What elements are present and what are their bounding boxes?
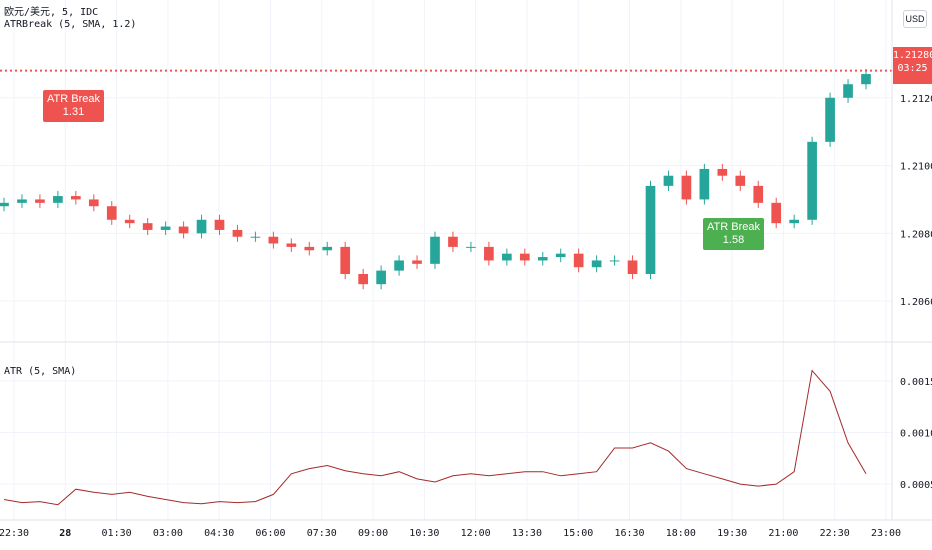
- atr-price-axis: 0.00150 0.00100 0.00050: [900, 377, 932, 491]
- candle-body: [735, 175, 746, 186]
- candle-body: [322, 246, 333, 251]
- candle-body: [358, 274, 369, 285]
- candle-body: [196, 219, 207, 234]
- candle-body: [232, 229, 243, 237]
- candle-body: [412, 260, 422, 264]
- candle-body: [789, 219, 800, 224]
- candle-body: [753, 185, 764, 203]
- candle-body: [160, 226, 171, 230]
- symbol-legend[interactable]: 欧元/美元, 5, IDC: [4, 7, 99, 18]
- candle-body: [645, 185, 656, 274]
- time-tick-label: 13:30: [512, 528, 542, 539]
- candle-body: [663, 175, 674, 186]
- candle-body: [519, 253, 530, 261]
- candle-body: [573, 253, 584, 268]
- candle-body: [17, 199, 27, 203]
- candles: [0, 68, 871, 290]
- candle-body: [35, 199, 45, 203]
- currency-button[interactable]: USD: [903, 10, 927, 28]
- time-tick-label: 03:00: [153, 528, 183, 539]
- price-tick-label: 1.20800: [900, 229, 932, 240]
- candle-body: [807, 141, 817, 220]
- price-tick-label: 1.21000: [900, 162, 932, 173]
- candle-body: [0, 202, 9, 207]
- time-tick-label: 06:00: [255, 528, 285, 539]
- price-tick-label: 1.21200: [900, 94, 932, 105]
- price-tick-label: 1.20600: [900, 297, 932, 308]
- atr-legend[interactable]: ATR (5, SMA): [4, 366, 77, 377]
- candle-body: [537, 257, 548, 261]
- time-tick-label: 19:30: [717, 528, 747, 539]
- time-tick-label: 18:00: [666, 528, 696, 539]
- time-tick-label: 23:00: [871, 528, 901, 539]
- candle-body: [843, 84, 853, 98]
- candle-body: [771, 202, 782, 224]
- time-tick-label: 15:00: [563, 528, 593, 539]
- candle-body: [88, 199, 99, 207]
- sell-signal-value: 1.31: [62, 106, 85, 118]
- candle-body: [304, 246, 315, 251]
- candle-body: [825, 97, 835, 142]
- candle-body: [555, 253, 566, 258]
- candle-body: [681, 175, 692, 200]
- time-tick-label: 16:30: [614, 528, 644, 539]
- candle-body: [501, 253, 512, 261]
- buy-signal-badge: ATR Break 1.58: [703, 218, 764, 250]
- time-tick-label: 10:30: [409, 528, 439, 539]
- time-tick-label: 09:00: [358, 528, 388, 539]
- candle-body: [627, 260, 638, 274]
- atr-line: [3, 369, 867, 506]
- candle-body: [466, 246, 476, 248]
- time-tick-label: 04:30: [204, 528, 234, 539]
- candle-body: [106, 206, 117, 220]
- countdown: 03:25: [897, 63, 928, 74]
- time-tick-label: 07:30: [307, 528, 337, 539]
- time-tick-label: 01:30: [102, 528, 132, 539]
- time-tick-label: 12:00: [461, 528, 491, 539]
- time-tick-label: 22:30: [0, 528, 29, 539]
- candle-body: [250, 236, 261, 238]
- last-price-value: 1.21280: [893, 50, 932, 61]
- buy-signal-value: 1.58: [722, 234, 745, 246]
- candle-body: [699, 168, 710, 200]
- candle-body: [178, 226, 189, 234]
- candle-body: [591, 260, 602, 268]
- candle-body: [484, 246, 494, 261]
- candle-body: [53, 196, 63, 203]
- sell-signal-badge: ATR Break 1.31: [43, 90, 104, 122]
- candle-body: [448, 236, 458, 247]
- time-axis: 22:30 28 01:30 03:00 04:30 06:00 07:30 09:00 10:…: [0, 528, 901, 539]
- candle-body: [394, 260, 404, 271]
- indicator-legend[interactable]: ATRBreak (5, SMA, 1.2): [4, 19, 137, 30]
- atr-tick-label: 0.00050: [900, 480, 932, 491]
- candle-body: [861, 74, 871, 85]
- candle-body: [268, 236, 279, 244]
- candle-body: [717, 168, 728, 176]
- candle-body: [340, 246, 351, 274]
- main-price-axis: 1.21200 1.21000 1.20800 1.20600: [900, 94, 932, 308]
- time-tick-label: 22:30: [820, 528, 850, 539]
- atr-tick-label: 0.00150: [900, 377, 932, 388]
- candle-body: [124, 219, 135, 224]
- candle-body: [70, 196, 81, 200]
- time-tick-label: 28: [59, 528, 71, 539]
- candle-body: [609, 260, 620, 262]
- atr-tick-label: 0.00100: [900, 429, 932, 440]
- buy-signal-label: ATR Break: [707, 221, 760, 233]
- candle-body: [142, 223, 153, 230]
- candle-body: [214, 219, 225, 230]
- grid: [0, 0, 892, 520]
- sell-signal-label: ATR Break: [47, 93, 100, 105]
- candle-body: [430, 236, 440, 264]
- candle-body: [376, 270, 386, 285]
- candle-body: [286, 243, 297, 247]
- time-tick-label: 21:00: [768, 528, 798, 539]
- last-price-tag: 1.21280 03:25: [893, 47, 932, 84]
